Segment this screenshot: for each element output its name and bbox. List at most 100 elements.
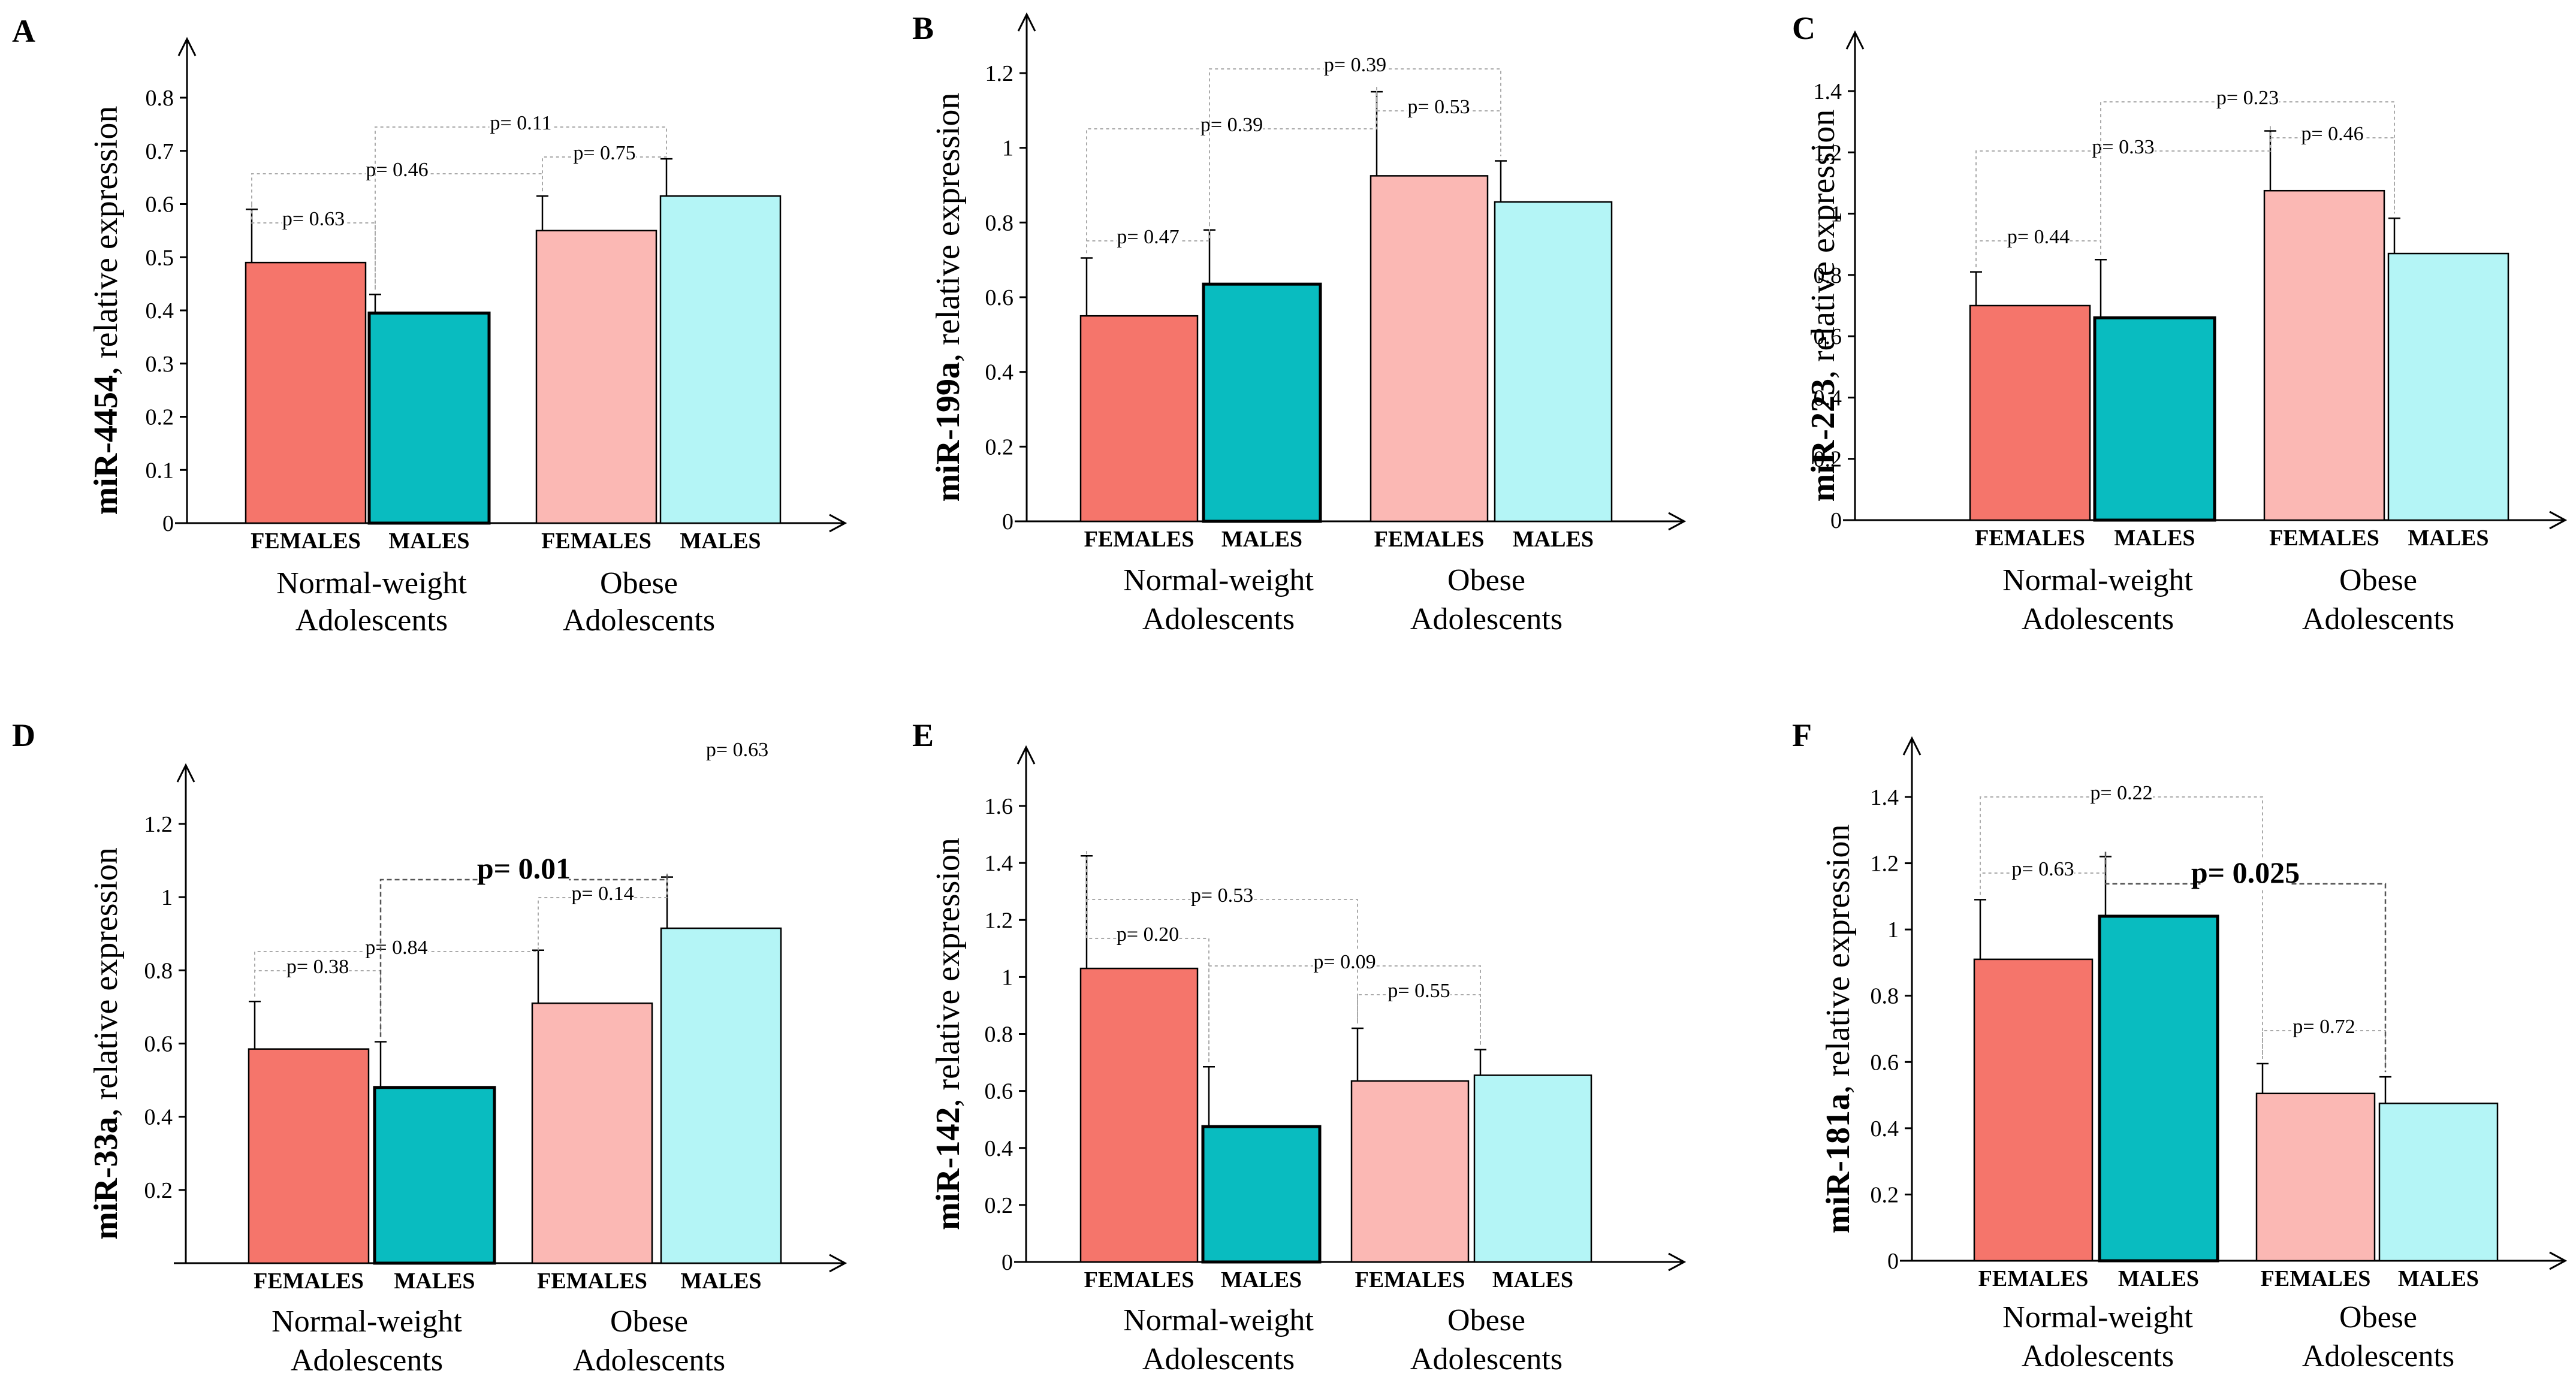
p-value-label: p= 0.11 [490, 112, 552, 134]
y-axis-label: miR-199a, relative expression [930, 93, 967, 502]
comparison-bracket [254, 970, 381, 1037]
p-value-bg [1313, 949, 1376, 970]
y-tick-label: 0.8 [985, 210, 1014, 235]
bar-normal-females [1973, 958, 2094, 1262]
category-label: FEMALES [2261, 1266, 2371, 1291]
p-value-label: p= 0.39 [1200, 114, 1263, 136]
group-label-normal: Normal-weight [2002, 563, 2193, 597]
chart-panel-c: C 0 0.2 0.4 0.6 0.8 1 1.2 1.4 miR-223, relative e… [1792, 10, 2568, 636]
y-axis-label-suffix: , relative expression [930, 93, 967, 362]
y-axis-label-suffix: , relative expression [930, 838, 967, 1107]
y-tick-label: 1.2 [985, 61, 1014, 86]
group-label-obese: Adolescents [1410, 602, 1563, 636]
y-axis-arrow [176, 763, 195, 783]
group-label-normal: Normal-weight [276, 566, 467, 600]
category-label: MALES [388, 529, 469, 554]
x-axis-arrow [1668, 512, 1687, 531]
category-label: MALES [2398, 1266, 2479, 1291]
category-label: FEMALES [1084, 527, 1195, 552]
y-tick-label: 0.6 [146, 192, 174, 218]
group-label-obese: Obese [600, 566, 678, 600]
y-tick-label: 0.6 [985, 1079, 1013, 1104]
y-tick-label: 1 [1002, 136, 1013, 161]
bar-obese-males [1494, 201, 1613, 523]
bar-normal-males [2098, 914, 2219, 1263]
y-axis-label-suffix: , relative expression [88, 847, 125, 1116]
group-label-normal: Adolescents [295, 603, 448, 638]
category-label: MALES [680, 529, 761, 554]
comparison-bracket [2262, 1030, 2386, 1073]
y-axis-label-gene: miR-223 [1805, 379, 1842, 502]
p-value-label: p= 0.46 [366, 159, 428, 181]
y-tick-label: 1.4 [1871, 785, 1899, 810]
comparison-bracket [1086, 87, 1377, 253]
category-label: MALES [1221, 527, 1302, 552]
y-axis-label-gene: miR-199a [930, 362, 967, 502]
y-tick-label: 0.2 [146, 405, 174, 430]
bar-obese-males [1473, 1074, 1592, 1263]
y-tick-label: 1.2 [1871, 851, 1899, 877]
y-axis-arrow [177, 37, 197, 56]
p-value-bg [1323, 52, 1387, 73]
comparison-bracket [1086, 851, 1358, 1023]
panel-letter: B [912, 10, 934, 46]
category-label: FEMALES [2269, 526, 2379, 551]
p-value-bg [489, 110, 553, 131]
bar-obese-males [2378, 1103, 2499, 1262]
p-value-label: p= 0.025 [2191, 856, 2300, 889]
group-label-obese: Obese [2339, 1300, 2417, 1334]
chart-panel-e: E 0 0.2 0.4 0.6 0.8 1 1.2 1.4 1.6 miR-142, relativ… [912, 717, 1687, 1376]
y-axis-label: miR-4454, relative expression [88, 106, 125, 515]
y-tick-label: 0 [1002, 1250, 1013, 1275]
p-value-label: p= 0.22 [2090, 782, 2152, 804]
y-tick-label: 0.4 [1814, 385, 1842, 410]
comparison-bracket [1357, 994, 1481, 1045]
p-value-bg [1200, 112, 1263, 132]
y-tick-label: 0 [1830, 508, 1842, 533]
bar-obese-females [1350, 1080, 1470, 1263]
y-tick-label: 0.7 [146, 139, 174, 164]
y-axis-arrow [1016, 745, 1036, 765]
y-axis-label: miR-33a, relative expression [88, 847, 125, 1240]
p-value-label-extra: p= 0.63 [706, 739, 768, 761]
bar-obese-females [2263, 189, 2385, 521]
p-value-label: p= 0.53 [1191, 884, 1253, 907]
category-label: MALES [1492, 1267, 1573, 1293]
group-label-normal: Adolescents [2022, 1339, 2174, 1373]
comparison-bracket [1980, 796, 2263, 1059]
y-tick-label: 0.6 [1814, 324, 1842, 349]
x-axis-arrow [1668, 1252, 1687, 1272]
p-value-bg [1387, 978, 1450, 998]
p-value-bg [282, 206, 345, 227]
p-value-label: p= 0.23 [2216, 87, 2279, 109]
p-value-label: p= 0.72 [2293, 1016, 2355, 1038]
category-label: FEMALES [1084, 1267, 1195, 1293]
y-tick-label: 1.2 [144, 812, 173, 837]
y-axis-label: miR-142, relative expression [930, 838, 967, 1230]
y-tick-label: 0.8 [1871, 984, 1899, 1009]
y-tick-label: 0.8 [1814, 263, 1842, 288]
bar-obese-females [2255, 1092, 2376, 1262]
p-value-label: p= 0.14 [571, 883, 634, 905]
y-tick-label: 0.6 [1871, 1050, 1899, 1075]
category-label: FEMALES [541, 529, 651, 554]
chart-panel-f: F 0 0.2 0.4 0.6 0.8 1 1.2 1.4 miR-181a, relative … [1792, 717, 2568, 1373]
p-value-label: p= 0.46 [2301, 123, 2363, 145]
bar-obese-males [659, 195, 782, 524]
y-tick-label: 0.8 [146, 86, 174, 111]
panel-letter: A [12, 13, 35, 49]
y-axis-label: miR-223, relative expression [1805, 110, 1842, 502]
group-label-normal: Adolescents [2022, 602, 2174, 636]
p-value-bg [2216, 85, 2279, 105]
y-axis-arrow [1845, 30, 1865, 50]
y-axis-arrow [1902, 736, 1922, 756]
p-value-bg [366, 157, 429, 177]
group-label-obese: Obese [1447, 1303, 1525, 1337]
bar-normal-females [1079, 315, 1199, 523]
category-label: FEMALES [1355, 1267, 1465, 1293]
bar-obese-females [531, 1002, 653, 1264]
p-value-bg [1407, 94, 1470, 114]
y-tick-label: 1.2 [1814, 140, 1842, 165]
p-value-label: p= 0.09 [1313, 951, 1376, 973]
p-value-bg [365, 935, 428, 955]
